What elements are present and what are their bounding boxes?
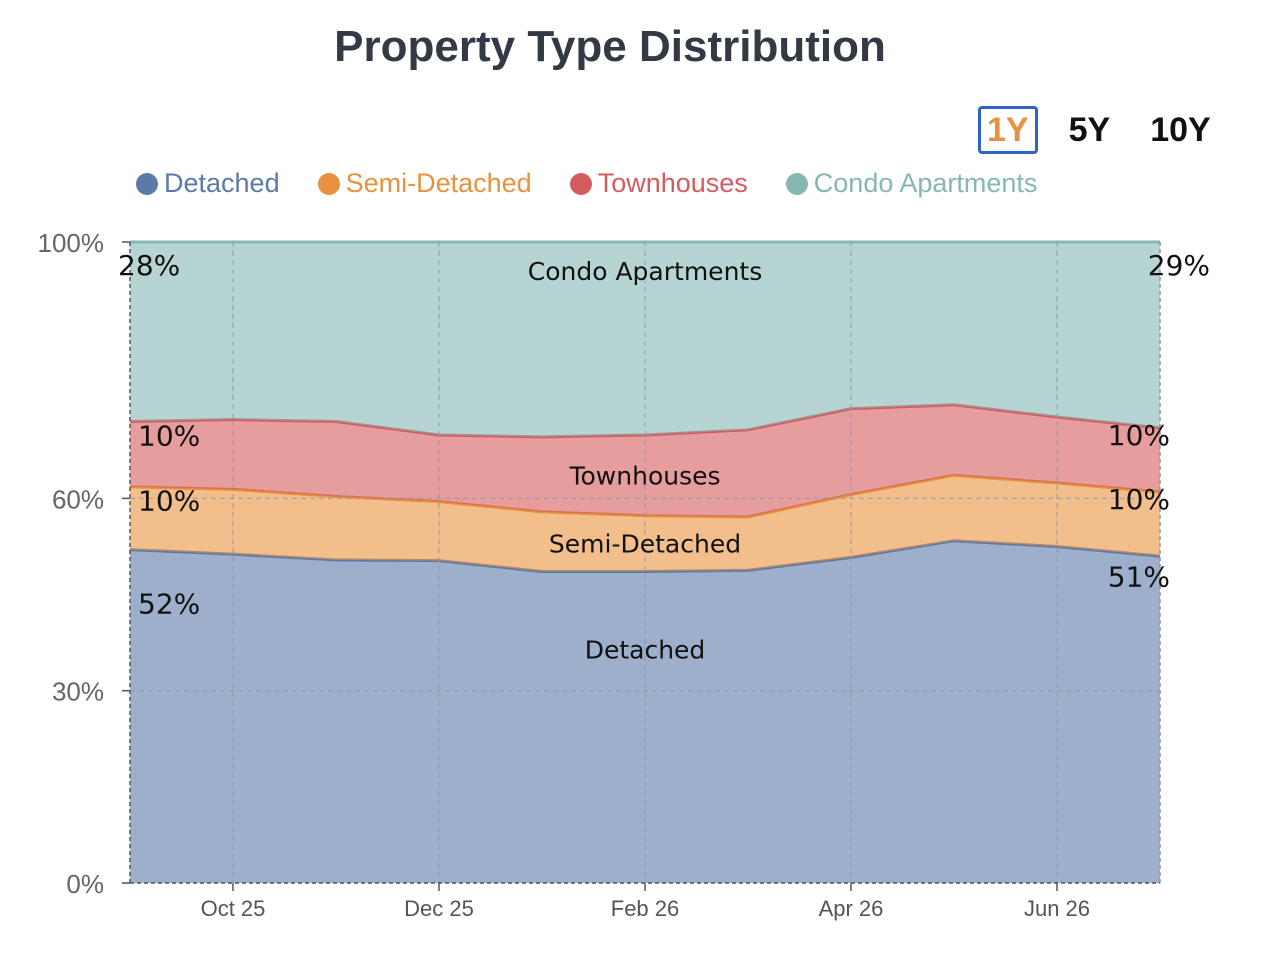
legend-marker: [785, 172, 808, 195]
x-tick-label: Dec 25: [404, 896, 474, 921]
series-label-semi-detached: Semi-Detached: [549, 530, 741, 559]
range-button-5y[interactable]: 5Y: [1060, 106, 1120, 154]
chart-title: Property Type Distribution: [334, 22, 886, 71]
chart-legend: Detached Semi-Detached Townhouses Condo …: [136, 168, 1075, 199]
x-tick-label: Jun 26: [1024, 896, 1090, 921]
start-value-label: 52%: [138, 588, 200, 621]
series-label-detached: Detached: [585, 635, 706, 664]
y-tick-label: 0%: [66, 869, 104, 899]
start-value-label: 10%: [138, 484, 200, 517]
series-label-townhouses: Townhouses: [568, 461, 720, 490]
range-button-10y[interactable]: 10Y: [1141, 106, 1220, 154]
legend-label: Semi-Detached: [345, 168, 532, 198]
end-value-label: 51%: [1108, 560, 1170, 593]
legend-marker: [569, 172, 592, 195]
y-tick-label: 30%: [52, 677, 104, 707]
x-tick-label: Feb 26: [611, 896, 680, 921]
legend-item-condo-apartments[interactable]: Condo Apartments: [785, 168, 1038, 199]
y-tick-label: 60%: [52, 484, 104, 514]
legend-marker: [317, 172, 340, 195]
series-label-condo-apartments: Condo Apartments: [528, 257, 763, 286]
y-tick-label: 100%: [38, 228, 105, 258]
end-value-label: 29%: [1148, 249, 1210, 282]
end-value-label: 10%: [1108, 419, 1170, 452]
range-selector: 1Y 5Y 10Y: [978, 106, 1242, 154]
x-tick-label: Apr 26: [819, 896, 884, 921]
legend-item-detached[interactable]: Detached: [136, 168, 280, 199]
legend-label: Condo Apartments: [813, 168, 1038, 198]
legend-item-semi-detached[interactable]: Semi-Detached: [317, 168, 532, 199]
legend-label: Townhouses: [597, 168, 748, 198]
end-value-label: 10%: [1108, 483, 1170, 516]
x-tick-label: Oct 25: [201, 896, 266, 921]
area-condo-apartments: [130, 242, 1160, 437]
legend-marker: [136, 172, 158, 195]
range-button-1y[interactable]: 1Y: [978, 106, 1038, 154]
start-value-label: 10%: [138, 419, 200, 452]
start-value-label: 28%: [118, 249, 180, 282]
legend-label: Detached: [164, 168, 280, 198]
legend-item-townhouses[interactable]: Townhouses: [569, 168, 748, 199]
